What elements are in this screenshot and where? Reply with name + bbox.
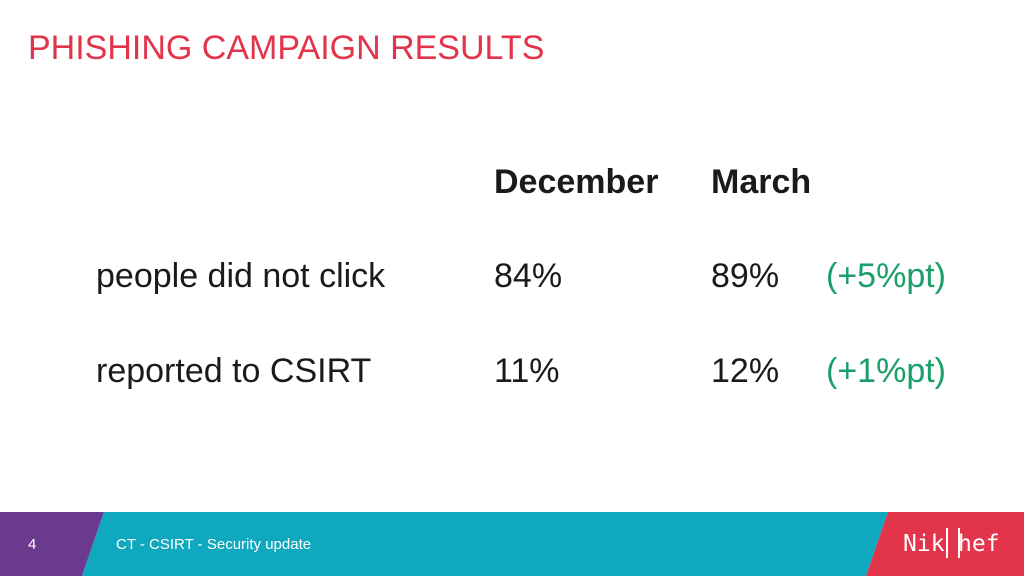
delta-value: (+1%pt)	[826, 352, 946, 390]
logo-text-right: hef	[958, 531, 1000, 557]
logo-bar-left	[946, 528, 948, 558]
footer-background	[0, 512, 1024, 576]
footer-teal-band	[82, 512, 888, 576]
footer-bar: 4 CT - CSIRT - Security update Nik hef	[0, 512, 1024, 576]
column-header-march: March	[711, 163, 812, 201]
december-value: 84%	[494, 257, 563, 295]
row-label: reported to CSIRT	[96, 352, 372, 390]
nikhef-logo: Nik hef	[900, 526, 1000, 562]
results-table: December March people did not click 84% …	[96, 163, 946, 390]
delta-value: (+5%pt)	[826, 257, 946, 295]
footer-red-band	[866, 512, 1024, 576]
march-value: 12%	[711, 352, 780, 390]
page-number: 4	[28, 536, 37, 553]
december-value: 11%	[494, 352, 560, 390]
row-label: people did not click	[96, 257, 386, 295]
footer-purple-band	[0, 512, 104, 576]
logo-bar-right	[958, 528, 960, 558]
slide-title: PHISHING CAMPAIGN RESULTS	[28, 29, 545, 67]
march-value: 89%	[711, 257, 780, 295]
logo-text-left: Nik	[903, 531, 945, 557]
column-header-december: December	[494, 163, 659, 201]
footer-text: CT - CSIRT - Security update	[116, 536, 312, 553]
